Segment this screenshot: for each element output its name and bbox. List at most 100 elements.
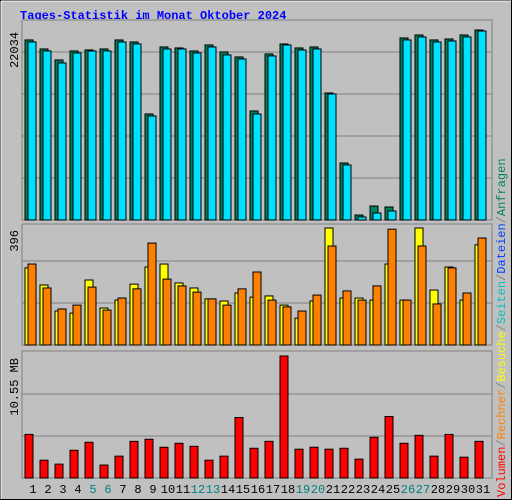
bar [312,294,322,346]
bar [99,464,109,479]
bar [327,93,337,221]
bar [447,267,457,346]
x-tick-label: 4 [74,483,81,497]
bar [42,287,52,346]
bar [432,303,442,346]
bar [207,46,217,221]
bar [474,440,484,479]
bar [267,55,277,221]
bar [72,52,82,221]
x-tick-label: 16 [251,483,265,497]
bar [402,39,412,221]
bar [279,355,289,479]
bar [222,54,232,221]
bar [309,446,319,479]
bar [237,288,247,346]
bar [84,441,94,479]
x-tick-label: 9 [149,483,156,497]
bar [294,448,304,479]
x-tick-label: 31 [476,483,490,497]
y-tick-label: 396 [8,230,22,252]
legend-entry: Seiten [495,281,509,324]
bar [399,442,409,479]
bar [129,440,139,479]
x-tick-label: 25 [386,483,400,497]
y-tick-label: 22034 [8,32,22,68]
bar [312,48,322,221]
x-tick-label: 5 [89,483,96,497]
bar [369,436,379,479]
x-tick-label: 15 [236,483,250,497]
bar [102,50,112,221]
x-tick-label: 7 [119,483,126,497]
x-tick-label: 29 [446,483,460,497]
bar [87,286,97,346]
bar [24,433,34,479]
x-tick-label: 3 [59,483,66,497]
x-tick-label: 14 [221,483,235,497]
bar [147,242,157,346]
legend-separator: / [495,274,509,281]
bar [204,459,214,479]
x-tick-label: 21 [326,483,340,497]
bar [282,306,292,346]
x-tick-label: 8 [134,483,141,497]
bar [249,447,259,479]
x-tick-label: 19 [296,483,310,497]
x-tick-label: 17 [266,483,280,497]
bar [324,448,334,479]
legend-entry: Anfragen [495,158,509,216]
bar [372,212,382,221]
bar [219,455,229,479]
bar [27,263,37,346]
x-tick-label: 26 [401,483,415,497]
bar [27,41,37,221]
bar [444,433,454,479]
bar [162,278,172,346]
bar [327,245,337,346]
x-tick-label: 1 [29,483,36,497]
bar [117,297,127,346]
bar [384,415,394,479]
bar [417,245,427,346]
bar [222,304,232,346]
bar [162,48,172,221]
bar [354,458,364,479]
x-tick-label: 12 [191,483,205,497]
bar [207,298,217,346]
bar [252,113,262,221]
bar [462,36,472,221]
bar [282,44,292,221]
bar [39,459,49,479]
legend-separator: / [495,216,509,223]
x-tick-label: 18 [281,483,295,497]
bar [189,445,199,479]
bar [267,299,277,346]
bar [237,58,247,221]
legend-entry: Dateien [495,223,509,273]
x-tick-label: 2 [44,483,51,497]
bar [114,455,124,479]
bar [57,308,67,346]
bar [264,440,274,479]
bar [132,288,142,346]
bar [357,299,367,346]
bar [234,417,244,479]
bar [42,50,52,221]
bar [342,290,352,346]
bar [387,210,397,221]
legend-separator: / [495,439,509,446]
x-tick-label: 27 [416,483,430,497]
legend-separator: / [495,324,509,331]
legend: Volumen/Rechner/Besuche/Seiten/Dateien/A… [495,158,509,497]
bar [339,447,349,479]
x-tick-label: 6 [104,483,111,497]
x-tick-label: 13 [206,483,220,497]
y-tick-label: 10.55 MB [8,358,22,416]
bar [159,446,169,479]
bar [414,434,424,479]
x-tick-label: 23 [356,483,370,497]
bar [57,62,67,221]
bar [297,310,307,346]
